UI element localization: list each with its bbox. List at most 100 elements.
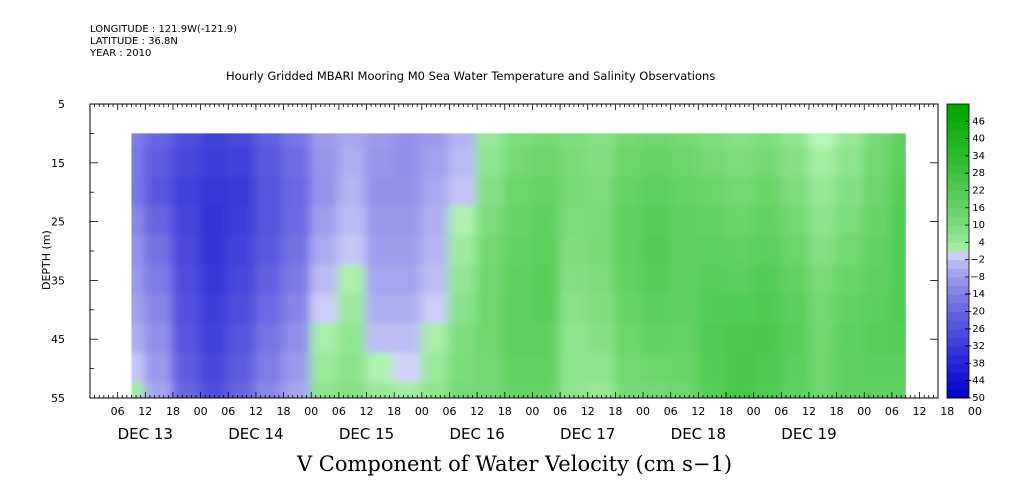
heat-cell [863, 382, 893, 398]
hour-tick-label: 18 [277, 405, 291, 418]
heat-cell [420, 264, 451, 297]
heat-cell [227, 264, 257, 297]
heat-cell [448, 133, 479, 150]
heat-cell [863, 323, 893, 355]
heat-cell [448, 382, 479, 398]
heat-cell [725, 205, 755, 238]
heat-cell [614, 176, 645, 208]
heat-cell [807, 352, 838, 385]
heat-cell [697, 235, 727, 267]
heat-cell [669, 235, 700, 267]
heat-cell [586, 352, 617, 385]
heat-cell [131, 235, 147, 267]
day-label: DEC 15 [339, 425, 394, 443]
heat-cell [752, 176, 783, 208]
heat-cell [144, 382, 174, 398]
heat-cell [420, 294, 451, 326]
heat-cell [420, 133, 451, 150]
heat-cell [199, 323, 230, 355]
heat-cell [144, 176, 174, 208]
heat-cell [282, 294, 313, 326]
heat-cell [171, 323, 202, 355]
heat-cell [365, 294, 396, 326]
colorbar-tick-label: −8 [970, 272, 985, 283]
heat-cell [835, 294, 866, 326]
heat-cell [337, 382, 368, 398]
heat-cell [669, 205, 700, 238]
heat-cell [725, 235, 755, 267]
colorbar-tick-label: −2 [970, 255, 985, 266]
heat-cell [476, 205, 506, 238]
heat-cell [393, 382, 423, 398]
heat-cell [890, 176, 906, 208]
heat-cell [642, 147, 672, 179]
heat-cell [365, 176, 396, 208]
chart-title: Hourly Gridded MBARI Mooring M0 Sea Wate… [226, 69, 716, 83]
heat-cell [199, 382, 230, 398]
heat-cell [227, 235, 257, 267]
heat-cell [752, 323, 783, 355]
heat-cell [531, 147, 562, 179]
day-label: DEC 19 [781, 425, 836, 443]
heat-cell [503, 352, 534, 385]
colorbar-swatch [947, 207, 969, 217]
heat-cell [393, 133, 423, 150]
heat-cell [752, 264, 783, 297]
heat-cell [144, 294, 174, 326]
hour-tick-label: 12 [360, 405, 374, 418]
colorbar-swatch [947, 121, 969, 131]
heat-cell [725, 176, 755, 208]
heat-cell [337, 235, 368, 267]
colorbar-swatch [947, 225, 969, 235]
heat-cell [420, 147, 451, 179]
heat-cell [780, 205, 810, 238]
heat-cell [559, 323, 589, 355]
heat-cell [531, 294, 562, 326]
hour-tick-label: 00 [194, 405, 208, 418]
heat-cell [227, 323, 257, 355]
heat-cell [614, 133, 645, 150]
day-label: DEC 14 [228, 425, 283, 443]
heat-cell [614, 323, 645, 355]
y-tick-label: 15 [51, 157, 65, 170]
day-label: DEC 17 [560, 425, 615, 443]
hour-tick-label: 12 [249, 405, 263, 418]
heat-cell [144, 147, 174, 179]
heat-cell [310, 323, 340, 355]
heat-cell [559, 294, 589, 326]
heat-cell [863, 133, 893, 150]
heat-cell [890, 264, 906, 297]
heat-cell [420, 205, 451, 238]
heat-cell [503, 235, 534, 267]
hour-tick-label: 06 [442, 405, 456, 418]
heat-cell [725, 323, 755, 355]
day-label: DEC 13 [118, 425, 173, 443]
heat-cell [282, 264, 313, 297]
colorbar-tick-label: −44 [964, 376, 985, 387]
heat-cell [254, 205, 285, 238]
year-text: YEAR : 2010 [90, 48, 152, 59]
heat-cell [337, 205, 368, 238]
hour-tick-label: 12 [913, 405, 927, 418]
heat-cell [531, 176, 562, 208]
colorbar-swatch [947, 276, 969, 287]
heat-cell [337, 133, 368, 150]
colorbar-tick-label: −50 [964, 393, 985, 404]
heat-cell [227, 382, 257, 398]
heat-cell [503, 147, 534, 179]
heat-cell [807, 205, 838, 238]
heat-cell [131, 382, 147, 398]
heat-cell [282, 352, 313, 385]
heat-cell [890, 147, 906, 179]
heat-cell [780, 133, 810, 150]
heat-cell [365, 147, 396, 179]
heat-cell [835, 264, 866, 297]
heat-cell [725, 264, 755, 297]
heat-cell [559, 264, 589, 297]
heat-cell [282, 176, 313, 208]
heat-cell [131, 323, 147, 355]
heat-cell [393, 264, 423, 297]
colorbar-swatch [947, 147, 969, 157]
heat-cell [835, 235, 866, 267]
heat-cell [586, 205, 617, 238]
